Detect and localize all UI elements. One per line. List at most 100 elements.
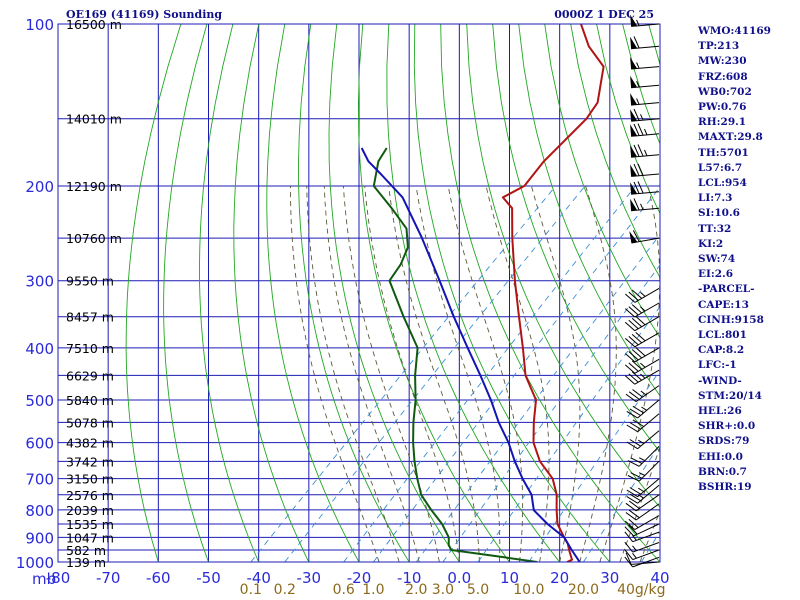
- pressure-tick-label: 200: [25, 178, 54, 196]
- wind-barb: [630, 163, 660, 177]
- temperature-tick-label: -40: [246, 569, 271, 587]
- dry-adiabat: [199, 24, 260, 562]
- index-item: CAPE:13: [698, 298, 749, 311]
- index-item: WB0:702: [698, 85, 752, 98]
- index-item: LCL:954: [698, 177, 747, 190]
- height-label: 2576 m: [66, 488, 114, 503]
- mixing-ratio-label: 3.0: [432, 582, 454, 598]
- height-label: 9550 m: [66, 274, 114, 289]
- height-label: 5078 m: [66, 415, 114, 430]
- mixing-ratio-line: [528, 369, 660, 562]
- mixing-ratio-label: 0.1: [240, 582, 262, 598]
- dry-adiabat: [233, 24, 310, 562]
- height-label: 582 m: [66, 543, 106, 558]
- wind-barb: [630, 93, 660, 106]
- wind-barb: [630, 181, 660, 195]
- pressure-tick-label: 300: [25, 273, 54, 291]
- dry-adiabat: [386, 24, 561, 562]
- wind-barb: [626, 399, 660, 419]
- index-item: L57:6.7: [698, 161, 743, 174]
- wind-barb: [624, 549, 660, 561]
- mixing-ratio-label: 20.0: [568, 582, 599, 598]
- index-item: LFC:-1: [698, 359, 737, 372]
- mixing-ratio-line: [373, 186, 660, 562]
- height-label: 14010 m: [66, 112, 122, 127]
- temperature-tick-label: -50: [196, 569, 221, 587]
- index-item: -PARCEL-: [698, 283, 755, 296]
- wind-barb: [630, 198, 660, 212]
- wind-barb: [626, 413, 660, 433]
- wind-barb: [625, 494, 660, 512]
- height-label: 12190 m: [66, 179, 122, 194]
- height-label: 1535 m: [66, 517, 114, 532]
- dry-adiabats: [125, 24, 800, 562]
- wind-barb: [625, 503, 660, 521]
- temperature-tick-label: -80: [46, 569, 71, 587]
- moist-adiabat: [323, 185, 420, 562]
- moist-adiabat: [599, 185, 660, 562]
- index-item: SW:74: [698, 253, 736, 266]
- wind-barb: [629, 230, 660, 244]
- wind-barb: [630, 14, 660, 27]
- index-item: EHI:0.0: [698, 450, 743, 463]
- sounding-profiles: [360, 24, 605, 562]
- index-item: WMO:41169: [698, 25, 771, 37]
- dry-adiabat: [518, 24, 660, 397]
- dry-adiabat: [544, 24, 660, 339]
- dry-adiabat: [163, 24, 209, 562]
- mixing-ratio-line: [442, 264, 660, 562]
- dry-adiabat: [779, 24, 800, 562]
- index-item: FRZ:608: [698, 70, 748, 83]
- wind-barb: [630, 57, 660, 70]
- wind-barb: [624, 287, 660, 303]
- height-label: 7510 m: [66, 341, 114, 356]
- moist-adiabat: [364, 185, 460, 562]
- wind-barb: [630, 36, 660, 50]
- chart-title: OE169 (41169) Sounding: [66, 8, 223, 21]
- moist-adiabat: [388, 185, 480, 562]
- dry-adiabat: [413, 24, 611, 562]
- pressure-tick-label: 700: [25, 471, 54, 489]
- wind-barb: [624, 541, 660, 553]
- height-label: 2039 m: [66, 503, 114, 518]
- wind-barb: [625, 385, 660, 403]
- height-label: 139 m: [66, 555, 106, 570]
- index-item: LCL:801: [698, 329, 747, 342]
- index-item: MW:230: [698, 55, 747, 68]
- moist-adiabat: [290, 186, 380, 562]
- index-item: -WIND-: [698, 374, 742, 387]
- pressure-tick-label: 900: [25, 529, 54, 547]
- mixing-ratio-labels: 0.1 0.2 0.6 1.0 2.0 3.0 5.0 10.0 20.0 40g/kg: [240, 582, 666, 598]
- index-item: SHR+:0.0: [698, 420, 756, 433]
- dry-adiabat: [328, 24, 460, 562]
- wind-barb: [624, 531, 660, 543]
- temperature-tick-label: -60: [146, 569, 171, 587]
- wind-barb: [630, 144, 660, 158]
- wind-barb: [624, 515, 660, 531]
- wind-barbs: [624, 14, 660, 568]
- index-item: STM:20/14: [698, 389, 762, 402]
- pressure-unit-label: mb: [32, 570, 56, 588]
- moist-adiabat: [306, 185, 400, 562]
- dry-adiabat: [266, 24, 360, 562]
- mixing-ratio-line: [343, 185, 636, 562]
- mixing-ratio-lines: [250, 185, 660, 562]
- wind-barb: [624, 358, 660, 374]
- wind-barb: [624, 347, 660, 363]
- height-label: 3150 m: [66, 472, 114, 487]
- height-label: 10760 m: [66, 231, 122, 246]
- stability-indices-panel: WMO:41169 TP:213 MW:230 FRZ:608 WB0:702 PW:0.…: [698, 24, 771, 495]
- temperature-tick-label: 0.0: [447, 569, 471, 587]
- index-item: LI:7.3: [698, 192, 733, 205]
- index-item: TP:213: [698, 40, 740, 53]
- height-label: 3742 m: [66, 454, 114, 469]
- index-item: CINH:9158: [698, 313, 764, 326]
- wind-barb: [627, 446, 660, 467]
- wind-barb: [630, 75, 660, 89]
- moist-adiabat: [485, 185, 550, 562]
- parcel-profile: [360, 147, 581, 562]
- isotherm-gridlines: [57, 24, 661, 562]
- height-label: 8457 m: [66, 310, 114, 325]
- wind-barb: [625, 552, 660, 565]
